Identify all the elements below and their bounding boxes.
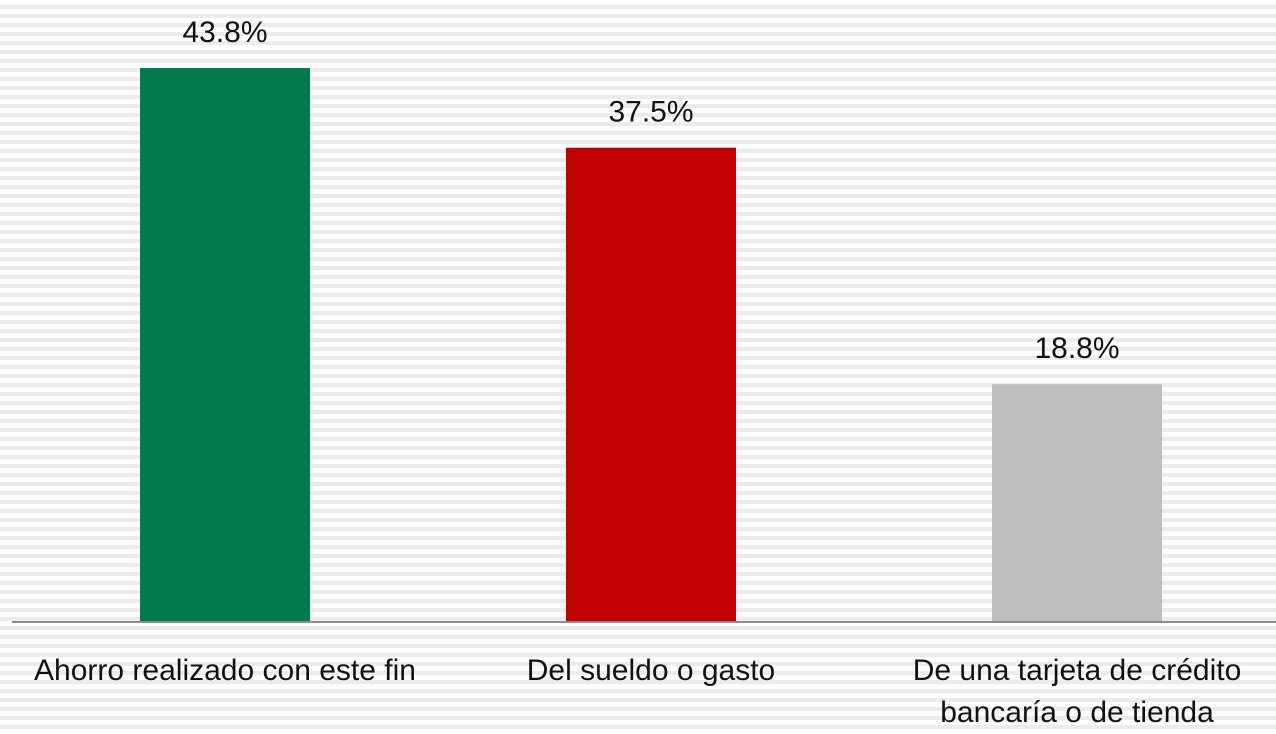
- x-tick-label: Del sueldo o gasto: [526, 654, 776, 687]
- value-label: 43.8%: [182, 16, 267, 49]
- x-tick-label: Ahorro realizado con este fin: [34, 654, 416, 687]
- bar: [140, 68, 310, 622]
- value-label: 18.8%: [1034, 332, 1119, 365]
- bar: [992, 384, 1162, 622]
- x-tick-label: De una tarjeta de crédito bancaría o de …: [912, 654, 1242, 729]
- bar: [566, 147, 736, 622]
- value-label: 37.5%: [608, 96, 693, 129]
